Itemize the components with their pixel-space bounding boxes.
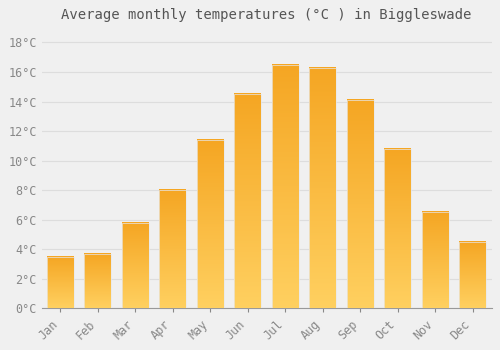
Bar <box>160 190 186 308</box>
Bar <box>84 254 112 308</box>
Bar <box>310 68 336 308</box>
Bar <box>384 149 411 308</box>
Title: Average monthly temperatures (°C ) in Biggleswade: Average monthly temperatures (°C ) in Bi… <box>62 8 472 22</box>
Bar <box>272 65 299 308</box>
Bar <box>122 223 149 308</box>
Bar <box>234 94 262 308</box>
Bar <box>197 140 224 308</box>
Bar <box>422 212 449 308</box>
Bar <box>460 242 486 308</box>
Bar <box>47 257 74 308</box>
Bar <box>347 100 374 308</box>
